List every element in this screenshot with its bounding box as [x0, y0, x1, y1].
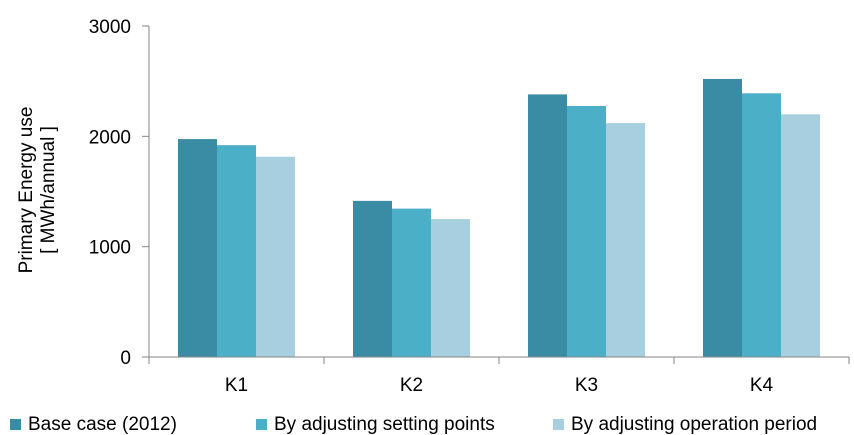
y-tick-label: 2000	[89, 127, 131, 148]
bar-k2-series-2	[392, 208, 431, 357]
bar-k3-series-2	[567, 105, 606, 357]
bar-k3-series-1	[528, 94, 567, 357]
bar-k2-series-3	[431, 219, 470, 357]
bar-k1-series-1	[178, 139, 217, 357]
legend-swatch	[256, 419, 267, 430]
legend-label: Base case (2012)	[28, 414, 177, 435]
x-tick-label: K3	[575, 375, 598, 396]
legend-label: By adjusting setting points	[274, 414, 495, 435]
legend-swatch	[10, 419, 21, 430]
y-axis-title-line2: [ MWh/annual ]	[38, 126, 59, 254]
bars	[178, 78, 820, 358]
legend-swatch	[553, 419, 564, 430]
legend: Base case (2012) By adjusting setting poi…	[10, 414, 817, 435]
x-tick-label: K4	[750, 375, 774, 396]
y-axis-ticks: 0 1000 2000 3000	[89, 17, 149, 369]
legend-label: By adjusting operation period	[571, 414, 817, 435]
y-tick-label: 0	[120, 348, 131, 369]
x-axis-ticks: K1 K2 K3 K4	[148, 357, 850, 396]
bar-k2-series-1	[353, 200, 392, 357]
y-tick-label: 1000	[89, 238, 131, 259]
x-tick-label: K1	[225, 375, 248, 396]
bar-k1-series-3	[256, 156, 295, 357]
y-axis-title: Primary Energy use [ MWh/annual ]	[16, 107, 59, 274]
bar-k3-series-3	[606, 123, 645, 358]
bar-k4-series-1	[703, 78, 742, 358]
bar-k4-series-2	[742, 93, 781, 357]
bar-k4-series-3	[781, 114, 820, 358]
y-tick-label: 3000	[89, 17, 131, 38]
y-axis-title-line1: Primary Energy use	[16, 107, 37, 274]
bar-k1-series-2	[217, 145, 256, 357]
x-tick-label: K2	[400, 375, 423, 396]
